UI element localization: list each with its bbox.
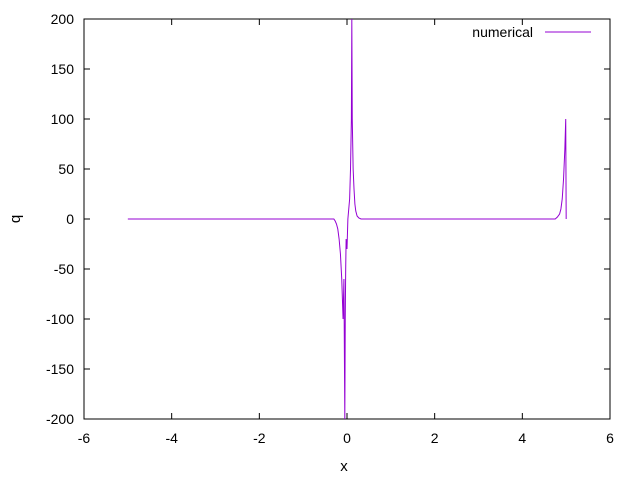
legend: numerical xyxy=(472,24,591,40)
y-tick-label: -50 xyxy=(54,261,74,277)
y-tick-label: 200 xyxy=(51,11,75,27)
legend-label: numerical xyxy=(472,24,533,40)
y-tick-label: 0 xyxy=(66,211,74,227)
y-axis-label: q xyxy=(7,215,24,223)
x-axis-label: x xyxy=(340,458,348,475)
y-tick-label: -100 xyxy=(46,311,74,327)
series-line xyxy=(127,18,567,420)
x-tick-label: -2 xyxy=(253,430,266,446)
x-tick-label: 2 xyxy=(431,430,439,446)
x-tick-label: -6 xyxy=(78,430,91,446)
x-tick-label: 6 xyxy=(606,430,614,446)
y-tick-label: -200 xyxy=(46,411,74,427)
y-tick-label: 150 xyxy=(51,61,75,77)
y-tick-label: -150 xyxy=(46,361,74,377)
x-axis-ticks: -6 -4 -2 0 2 4 6 xyxy=(78,19,614,446)
y-axis-ticks: -200 -150 -100 -50 0 50 100 150 200 xyxy=(46,11,610,427)
y-tick-label: 100 xyxy=(51,111,75,127)
series-layer xyxy=(127,18,567,420)
x-tick-label: 0 xyxy=(343,430,351,446)
x-tick-label: -4 xyxy=(165,430,178,446)
x-tick-label: 4 xyxy=(518,430,526,446)
y-tick-label: 50 xyxy=(58,161,74,177)
